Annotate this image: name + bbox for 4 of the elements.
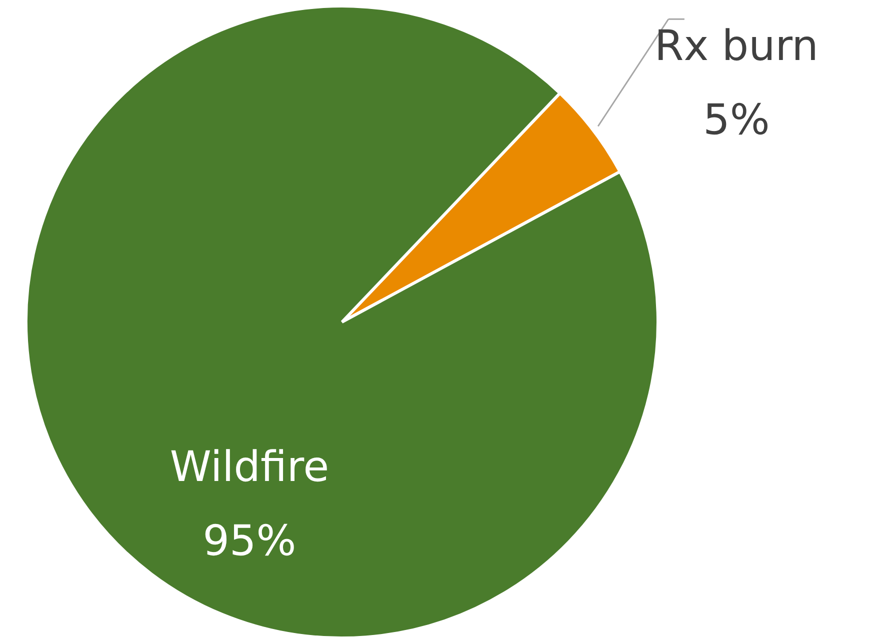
- data-label: 95%: [202, 516, 296, 565]
- slice-label: Wildfire: [170, 442, 330, 491]
- data-label: 5%: [703, 95, 770, 144]
- slice-label: Rx burn: [654, 21, 818, 70]
